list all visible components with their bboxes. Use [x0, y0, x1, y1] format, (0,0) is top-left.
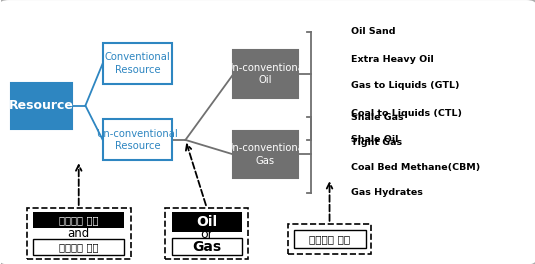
- Text: Shale Oil: Shale Oil: [351, 135, 398, 144]
- FancyBboxPatch shape: [165, 208, 248, 259]
- FancyBboxPatch shape: [288, 224, 371, 254]
- FancyBboxPatch shape: [33, 212, 124, 228]
- Text: Resource: Resource: [9, 99, 74, 112]
- Text: Shale Gas: Shale Gas: [351, 113, 403, 122]
- FancyBboxPatch shape: [103, 43, 172, 84]
- Text: Tight Gas: Tight Gas: [351, 138, 402, 147]
- Text: Un-conventional
Resource: Un-conventional Resource: [96, 129, 178, 151]
- Text: Un-conventional
Gas: Un-conventional Gas: [225, 143, 307, 166]
- Text: 지질학적 기준: 지질학적 기준: [59, 242, 98, 252]
- FancyBboxPatch shape: [172, 212, 242, 232]
- Text: 경제적인 기준: 경제적인 기준: [59, 215, 98, 225]
- FancyBboxPatch shape: [33, 239, 124, 256]
- Text: 지질학적 기준: 지질학적 기준: [309, 234, 350, 244]
- Text: Coal Bed Methane(CBM): Coal Bed Methane(CBM): [351, 163, 480, 172]
- Text: Oil Sand: Oil Sand: [351, 27, 395, 36]
- FancyBboxPatch shape: [172, 238, 242, 256]
- FancyBboxPatch shape: [294, 230, 365, 248]
- Text: Gas Hydrates: Gas Hydrates: [351, 188, 423, 197]
- Text: Conventional
Resource: Conventional Resource: [104, 52, 170, 74]
- Text: Un-conventional
Oil: Un-conventional Oil: [225, 63, 307, 85]
- FancyBboxPatch shape: [11, 82, 72, 129]
- FancyBboxPatch shape: [233, 131, 297, 178]
- FancyBboxPatch shape: [103, 119, 172, 161]
- Text: Extra Heavy Oil: Extra Heavy Oil: [351, 55, 434, 64]
- Text: Coal to Liquids (CTL): Coal to Liquids (CTL): [351, 109, 462, 118]
- Text: or: or: [201, 228, 213, 242]
- FancyBboxPatch shape: [233, 50, 297, 98]
- Text: and: and: [67, 227, 90, 240]
- Text: Oil: Oil: [196, 215, 217, 229]
- FancyBboxPatch shape: [27, 208, 131, 259]
- Text: Gas: Gas: [192, 240, 221, 254]
- Text: Gas to Liquids (GTL): Gas to Liquids (GTL): [351, 81, 460, 90]
